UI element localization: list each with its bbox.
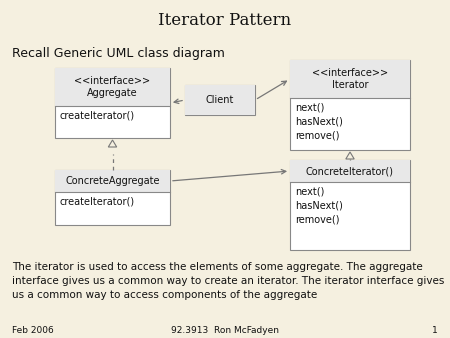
Bar bbox=[55, 68, 170, 138]
Bar bbox=[55, 170, 170, 192]
Text: next()
hasNext()
remove(): next() hasNext() remove() bbox=[295, 186, 343, 224]
Text: ConcreteIterator(): ConcreteIterator() bbox=[306, 166, 394, 176]
Text: createIterator(): createIterator() bbox=[60, 196, 135, 206]
Text: next()
hasNext()
remove(): next() hasNext() remove() bbox=[295, 102, 343, 140]
Bar bbox=[55, 68, 170, 106]
Bar bbox=[55, 170, 170, 225]
Bar bbox=[290, 60, 410, 98]
Text: Recall Generic UML class diagram: Recall Generic UML class diagram bbox=[12, 47, 225, 60]
Text: <<interface>>
Iterator: <<interface>> Iterator bbox=[312, 68, 388, 90]
Text: <<interface>>
Aggregate: <<interface>> Aggregate bbox=[74, 76, 151, 98]
Text: Client: Client bbox=[206, 95, 234, 105]
Text: createIterator(): createIterator() bbox=[60, 110, 135, 120]
Text: 1: 1 bbox=[432, 326, 438, 335]
Text: Feb 2006: Feb 2006 bbox=[12, 326, 54, 335]
Bar bbox=[290, 160, 410, 182]
Text: The iterator is used to access the elements of some aggregate. The aggregate
int: The iterator is used to access the eleme… bbox=[12, 262, 445, 300]
Text: ConcreteAggregate: ConcreteAggregate bbox=[65, 176, 160, 186]
Text: Iterator Pattern: Iterator Pattern bbox=[158, 12, 292, 29]
Text: 92.3913  Ron McFadyen: 92.3913 Ron McFadyen bbox=[171, 326, 279, 335]
Bar bbox=[185, 85, 255, 115]
Bar bbox=[185, 85, 255, 115]
Bar bbox=[290, 160, 410, 250]
Bar bbox=[290, 60, 410, 150]
